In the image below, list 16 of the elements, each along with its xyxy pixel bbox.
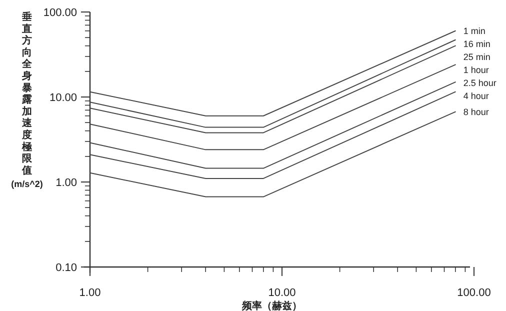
y-tick-label: 10.00 xyxy=(49,92,77,104)
series-label: 16 min xyxy=(463,38,490,49)
series-label: 8 hour xyxy=(463,106,489,117)
x-tick-label: 1.00 xyxy=(79,287,101,299)
series-label: 4 hour xyxy=(463,90,489,101)
x-tick-label: 10.00 xyxy=(268,287,296,299)
x-tick-label: 100.00 xyxy=(457,287,491,299)
series-label: 1 hour xyxy=(463,64,489,75)
series-label: 25 min xyxy=(463,52,490,62)
x-axis-title: 频率（赫兹） xyxy=(241,300,302,311)
y-tick-label: 1.00 xyxy=(56,177,77,189)
y-tick-label: 0.10 xyxy=(56,262,77,274)
y-tick-label: 100.00 xyxy=(43,7,77,19)
series-label: 2.5 hour xyxy=(463,78,496,88)
series-label: 1 min xyxy=(463,26,486,36)
text: 垂直方向全身暴露加速度極限值(m/s^2) xyxy=(11,12,43,190)
